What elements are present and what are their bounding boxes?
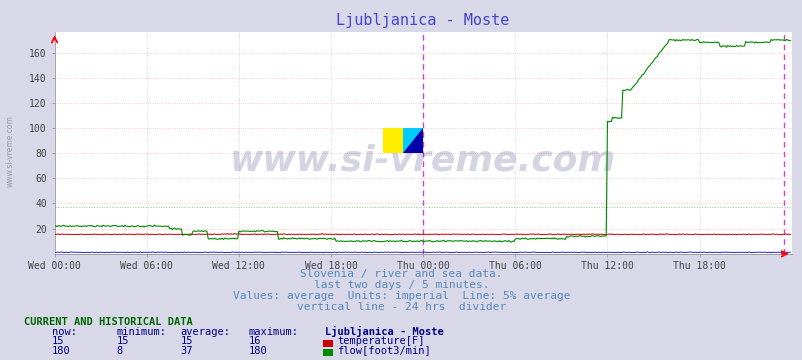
Text: flow[foot3/min]: flow[foot3/min] [337,346,431,356]
Title: Ljubljanica - Moste: Ljubljanica - Moste [336,13,509,28]
Text: 15: 15 [52,336,65,346]
Text: 15: 15 [180,336,193,346]
Text: maximum:: maximum: [249,327,298,337]
Text: last two days / 5 minutes.: last two days / 5 minutes. [314,280,488,290]
Text: CURRENT AND HISTORICAL DATA: CURRENT AND HISTORICAL DATA [24,317,192,327]
Text: Slovenia / river and sea data.: Slovenia / river and sea data. [300,269,502,279]
Text: www.si-vreme.com: www.si-vreme.com [6,115,15,187]
Text: vertical line - 24 hrs  divider: vertical line - 24 hrs divider [297,302,505,312]
Text: Ljubljanica - Moste: Ljubljanica - Moste [325,326,444,337]
Text: www.si-vreme.com: www.si-vreme.com [230,144,615,178]
Text: average:: average: [180,327,230,337]
Text: temperature[F]: temperature[F] [337,336,424,346]
Text: minimum:: minimum: [116,327,166,337]
Text: 8: 8 [116,346,123,356]
Polygon shape [403,128,423,153]
Text: 37: 37 [180,346,193,356]
Text: 180: 180 [52,346,71,356]
Text: 15: 15 [116,336,129,346]
Text: Values: average  Units: imperial  Line: 5% average: Values: average Units: imperial Line: 5%… [233,291,569,301]
Text: 180: 180 [249,346,267,356]
Text: 16: 16 [249,336,261,346]
Text: now:: now: [52,327,77,337]
